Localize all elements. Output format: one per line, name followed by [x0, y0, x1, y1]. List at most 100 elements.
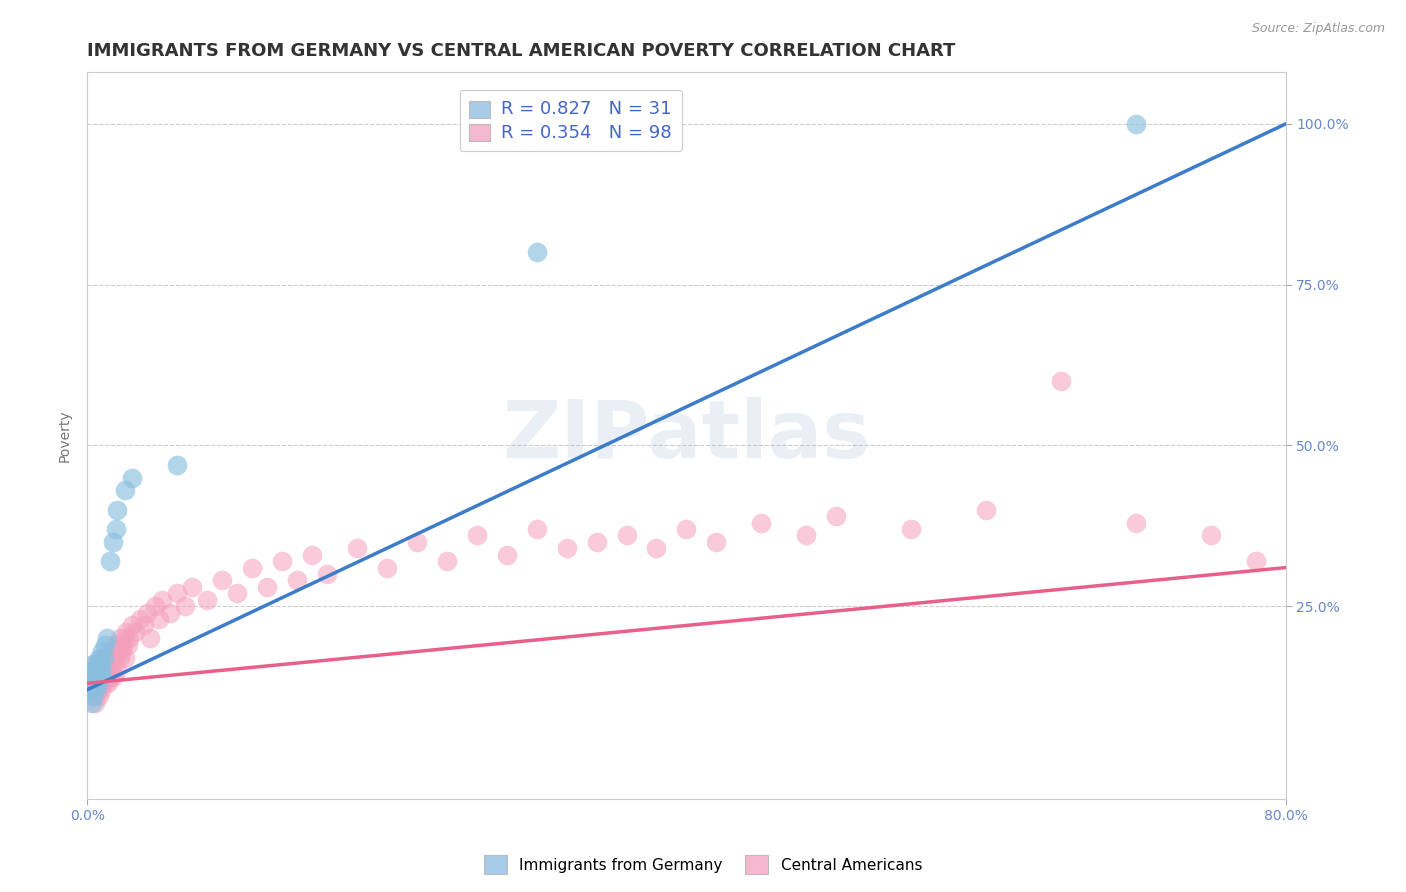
Point [115, 624, 138, 639]
Point [118, 632, 141, 646]
Point [974, 502, 997, 516]
Point [121, 470, 143, 484]
Point [97, 676, 120, 690]
Point [256, 580, 278, 594]
Point [825, 509, 848, 524]
Point [1125, 117, 1147, 131]
Point [114, 650, 136, 665]
Point [285, 574, 308, 588]
Point [159, 606, 181, 620]
Point [84, 664, 107, 678]
Point [495, 548, 517, 562]
Point [271, 554, 294, 568]
Text: ZIPatlas: ZIPatlas [502, 397, 870, 475]
Point [555, 541, 578, 556]
Point [84, 689, 107, 703]
Point [91, 664, 114, 678]
Point [98, 644, 121, 658]
Point [90, 682, 112, 697]
Point [98, 554, 121, 568]
Point [117, 638, 139, 652]
Point [89, 664, 111, 678]
Point [128, 612, 150, 626]
Point [79, 670, 101, 684]
Point [80, 696, 103, 710]
Point [79, 682, 101, 697]
Text: IMMIGRANTS FROM GERMANY VS CENTRAL AMERICAN POVERTY CORRELATION CHART: IMMIGRANTS FROM GERMANY VS CENTRAL AMERI… [87, 42, 956, 60]
Point [80, 664, 103, 678]
Point [108, 632, 131, 646]
Point [79, 670, 101, 684]
Point [86, 682, 108, 697]
Point [105, 664, 128, 678]
Point [101, 670, 124, 684]
Point [315, 566, 337, 581]
Point [83, 696, 105, 710]
Point [80, 689, 103, 703]
Point [405, 534, 427, 549]
Point [77, 676, 100, 690]
Point [195, 592, 218, 607]
Point [86, 670, 108, 684]
Legend: Immigrants from Germany, Central Americans: Immigrants from Germany, Central America… [478, 849, 928, 880]
Point [465, 528, 488, 542]
Point [90, 664, 112, 678]
Point [226, 586, 249, 600]
Point [108, 650, 131, 665]
Point [83, 676, 105, 690]
Point [181, 580, 204, 594]
Point [105, 502, 128, 516]
Point [97, 650, 120, 665]
Point [1244, 554, 1267, 568]
Point [91, 670, 114, 684]
Point [93, 670, 115, 684]
Point [86, 657, 108, 671]
Point [82, 682, 104, 697]
Point [84, 682, 107, 697]
Point [616, 528, 638, 542]
Point [100, 664, 122, 678]
Point [794, 528, 817, 542]
Point [90, 657, 112, 671]
Point [89, 650, 111, 665]
Point [89, 676, 111, 690]
Legend: R = 0.827   N = 31, R = 0.354   N = 98: R = 0.827 N = 31, R = 0.354 N = 98 [460, 90, 682, 152]
Point [83, 670, 105, 684]
Point [645, 541, 668, 556]
Point [86, 657, 108, 671]
Point [83, 670, 105, 684]
Point [98, 670, 121, 684]
Point [139, 632, 162, 646]
Point [91, 650, 114, 665]
Point [148, 612, 170, 626]
Point [101, 644, 124, 658]
Point [96, 670, 118, 684]
Point [89, 676, 111, 690]
Point [84, 676, 107, 690]
Point [110, 644, 132, 658]
Point [90, 670, 112, 684]
Point [80, 664, 103, 678]
Point [121, 618, 143, 632]
Point [132, 618, 155, 632]
Point [706, 534, 728, 549]
Point [136, 606, 159, 620]
Point [526, 522, 548, 536]
Point [82, 689, 104, 703]
Point [79, 682, 101, 697]
Point [751, 516, 773, 530]
Point [346, 541, 368, 556]
Point [114, 632, 136, 646]
Point [675, 522, 697, 536]
Point [84, 664, 107, 678]
Point [585, 534, 607, 549]
Point [1125, 516, 1147, 530]
Point [166, 586, 188, 600]
Point [100, 650, 122, 665]
Point [104, 650, 127, 665]
Point [94, 676, 117, 690]
Point [101, 534, 124, 549]
Y-axis label: Poverty: Poverty [58, 409, 72, 462]
Point [114, 483, 136, 498]
Point [105, 644, 128, 658]
